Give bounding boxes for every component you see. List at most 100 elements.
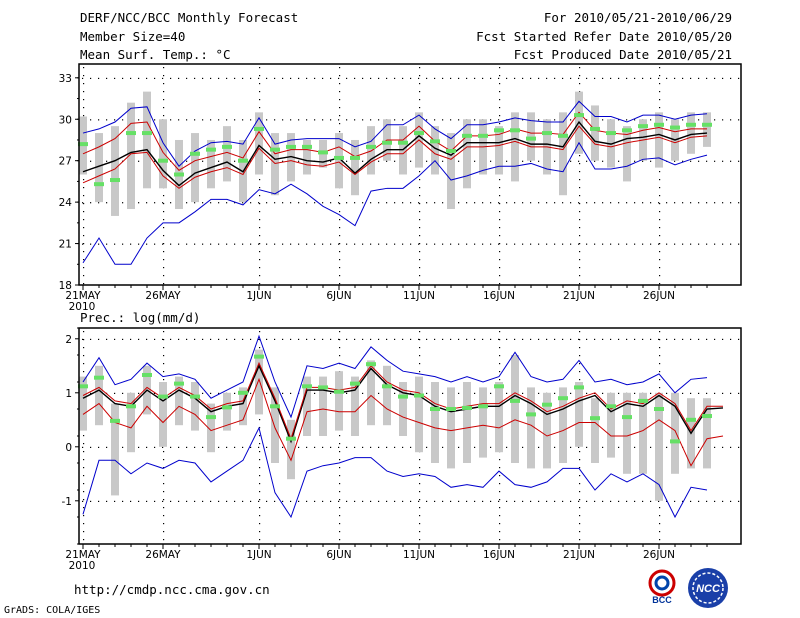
grid-dot: [298, 500, 300, 502]
grid-dot: [450, 119, 452, 121]
grid-dot: [274, 119, 276, 121]
grid-dot: [578, 160, 580, 162]
grid-dot: [579, 347, 581, 349]
grid-dot: [419, 83, 421, 85]
grid-dot: [154, 500, 156, 502]
grid-dot: [330, 446, 332, 448]
grid-dot: [579, 467, 581, 469]
climatology-mark: [238, 390, 248, 395]
grid-dot: [579, 499, 581, 501]
grid-dot: [650, 160, 652, 162]
grid-dot: [458, 446, 460, 448]
grid-dot: [666, 119, 668, 121]
grid-dot: [266, 202, 268, 204]
grid-dot: [394, 77, 396, 80]
grid-dot: [339, 107, 341, 109]
grid-dot: [579, 211, 581, 213]
climatology-mark: [510, 128, 520, 133]
grid-dot: [522, 446, 524, 448]
grid-dot: [186, 119, 188, 121]
grid-dot: [259, 211, 261, 213]
grid-dot: [250, 500, 252, 502]
grid-dot: [259, 267, 261, 269]
grid-dot: [298, 338, 300, 340]
grid-dot: [282, 338, 284, 340]
grid-dot: [259, 75, 261, 77]
grid-dot: [578, 243, 580, 245]
grid-dot: [154, 202, 156, 204]
grid-dot: [146, 243, 148, 245]
grid-dot: [146, 500, 148, 502]
climatology-mark: [174, 172, 184, 177]
grid-dot: [570, 119, 572, 121]
grid-dot: [579, 363, 581, 365]
grid-dot: [659, 83, 661, 85]
grid-dot: [259, 203, 261, 205]
grid-dot: [499, 91, 501, 93]
grid-dot: [410, 243, 412, 245]
grid-dot: [83, 491, 85, 493]
climatology-mark: [526, 136, 536, 141]
grid-dot: [419, 483, 421, 485]
grid-dot: [419, 251, 421, 253]
series-lower: [82, 125, 708, 189]
grid-dot: [499, 251, 501, 253]
grid-dot: [90, 500, 92, 502]
grid-dot: [474, 392, 476, 394]
grid-dot: [499, 379, 501, 381]
grid-dot: [418, 500, 420, 502]
grid-dot: [442, 243, 444, 245]
grid-dot: [554, 338, 556, 340]
grid-dot: [186, 202, 188, 204]
source-url[interactable]: http://cmdp.ncc.cma.gov.cn: [74, 582, 270, 597]
grid-dot: [482, 202, 484, 204]
grid-dot: [138, 500, 140, 502]
grid-dot: [322, 77, 324, 80]
grid-dot: [186, 160, 188, 162]
grid-dot: [362, 446, 364, 448]
grid-dot: [362, 202, 364, 204]
grid-dot: [83, 91, 85, 93]
grid-dot: [499, 499, 501, 501]
grid-dot: [458, 392, 460, 394]
grid-dot: [218, 446, 220, 448]
grid-dot: [410, 160, 412, 162]
grid-dot: [419, 267, 421, 269]
grid-dot: [83, 195, 85, 197]
grid-dot: [499, 515, 501, 517]
grid-dot: [178, 243, 180, 245]
grid-dot: [370, 446, 372, 448]
ensemble-box: [399, 382, 407, 436]
grid-dot: [186, 446, 188, 448]
grid-dot: [98, 500, 100, 502]
grid-dot: [722, 243, 724, 245]
grid-dot: [298, 202, 300, 204]
grid-dot: [339, 539, 341, 541]
grid-dot: [714, 77, 716, 80]
grid-dot: [578, 338, 580, 340]
ensemble-box: [655, 392, 663, 501]
grid-dot: [242, 77, 244, 80]
grid-dot: [482, 500, 484, 502]
series-upper: [82, 111, 707, 171]
grid-dot: [339, 347, 341, 349]
grid-dot: [659, 355, 661, 357]
grid-dot: [394, 243, 396, 245]
grid-dot: [659, 363, 661, 365]
grid-dot: [162, 338, 164, 340]
grid-dot: [650, 202, 652, 204]
grid-dot: [522, 202, 524, 204]
grid-dot: [618, 446, 620, 448]
grid-dot: [419, 227, 421, 229]
grid-dot: [83, 435, 85, 437]
grid-dot: [690, 202, 692, 204]
grid-dot: [346, 160, 348, 162]
grid-dot: [402, 202, 404, 204]
grid-dot: [579, 379, 581, 381]
ensemble-box: [511, 355, 519, 463]
grid-dot: [234, 202, 236, 204]
grid-dot: [202, 338, 204, 340]
grid-dot: [170, 119, 172, 121]
grid-dot: [499, 523, 501, 525]
grid-dot: [610, 500, 612, 502]
